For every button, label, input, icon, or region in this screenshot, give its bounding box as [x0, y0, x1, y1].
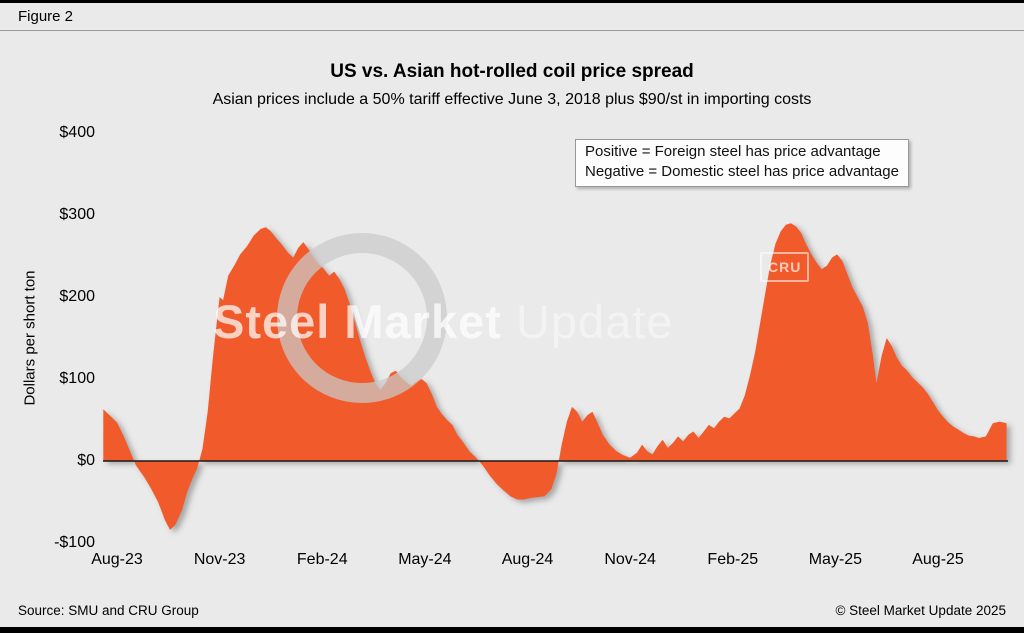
chart-title: US vs. Asian hot-rolled coil price sprea… — [330, 61, 694, 82]
x-tick-label: Aug-24 — [501, 551, 554, 568]
y-tick-label: $200 — [59, 288, 95, 305]
chart-subtitle: Asian prices include a 50% tariff effect… — [212, 91, 812, 108]
x-tick-label: May-24 — [398, 551, 452, 568]
y-tick-label: -$100 — [54, 534, 95, 551]
figure-label: Figure 2 — [18, 8, 74, 25]
source-note: Source: SMU and CRU Group — [18, 603, 199, 618]
legend-note-line2: Negative = Domestic steel has price adva… — [585, 163, 899, 180]
header-divider — [0, 30, 1024, 31]
y-tick-label: $400 — [59, 124, 95, 141]
x-tick-label: Nov-23 — [193, 551, 246, 568]
x-tick-label: May-25 — [808, 551, 863, 568]
y-tick-label: $300 — [59, 206, 95, 223]
price-spread-area-series — [103, 223, 1007, 530]
legend-note-line1: Positive = Foreign steel has price advan… — [585, 143, 881, 160]
legend-note-box: Positive = Foreign steel has price advan… — [575, 139, 909, 187]
y-tick-label: $100 — [59, 370, 95, 387]
y-tick-label: $0 — [77, 452, 95, 469]
x-tick-label: Aug-23 — [91, 551, 143, 568]
x-tick-label: Feb-24 — [296, 551, 348, 568]
x-tick-label: Feb-25 — [707, 551, 759, 568]
copyright-note: © Steel Market Update 2025 — [835, 603, 1006, 618]
top-border — [0, 0, 1024, 3]
x-tick-label: Aug-25 — [912, 551, 964, 568]
bottom-border — [0, 627, 1024, 633]
x-tick-label: Nov-24 — [604, 551, 656, 568]
